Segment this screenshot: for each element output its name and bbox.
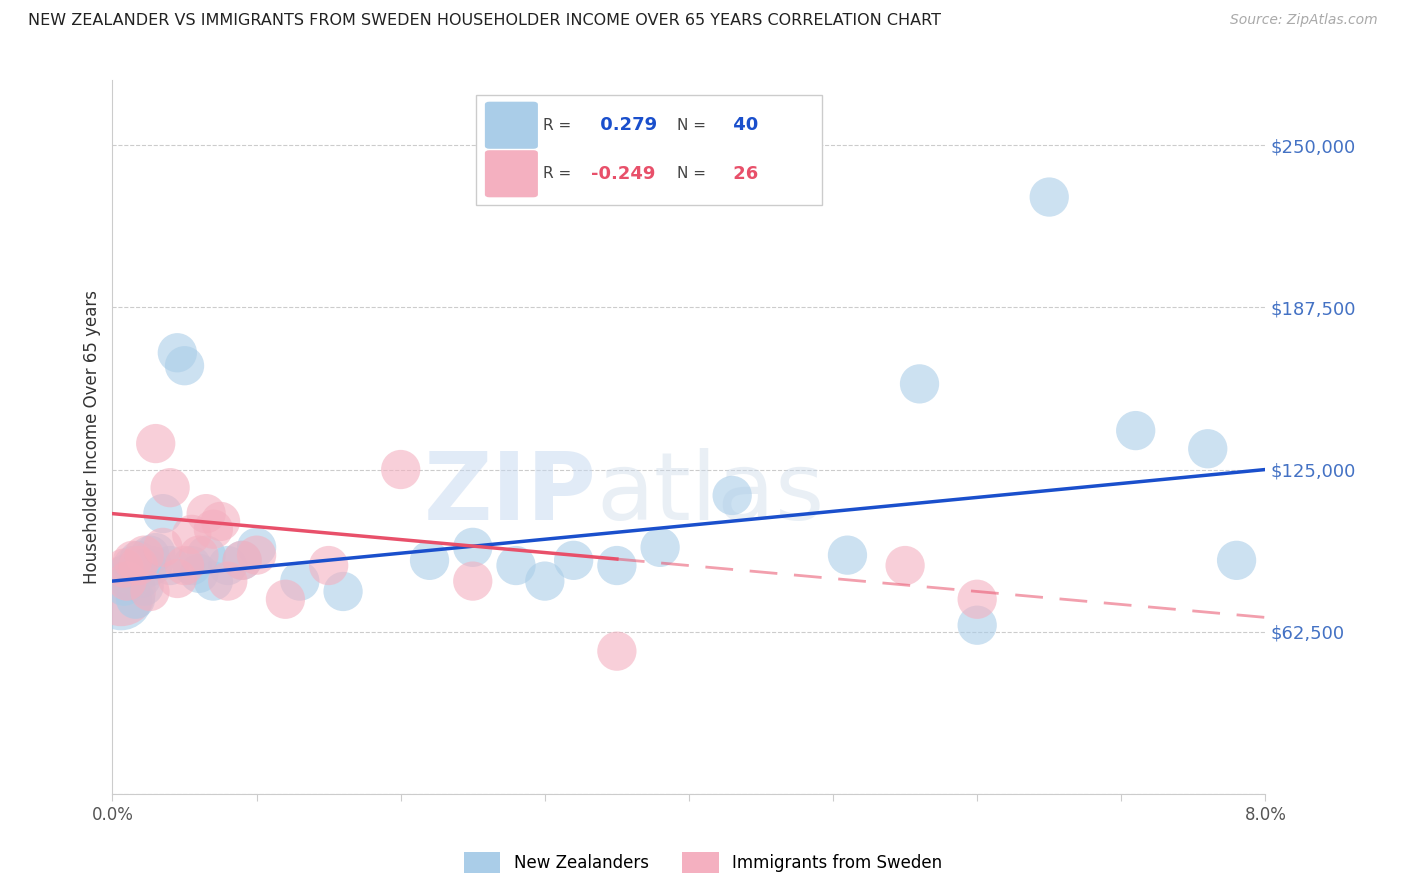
Point <box>110 584 132 599</box>
Point <box>166 572 188 586</box>
Point <box>159 558 181 573</box>
Point <box>606 644 628 658</box>
Point <box>115 566 138 581</box>
Point <box>145 545 167 559</box>
Point <box>110 592 132 607</box>
Point <box>837 548 859 562</box>
Point <box>332 584 354 599</box>
Text: R =: R = <box>543 118 571 133</box>
Point <box>112 579 135 593</box>
Text: Source: ZipAtlas.com: Source: ZipAtlas.com <box>1230 13 1378 28</box>
Point <box>115 574 138 588</box>
Point <box>419 553 441 567</box>
Point <box>274 592 297 607</box>
Point <box>129 572 153 586</box>
Point <box>231 553 253 567</box>
Point <box>173 558 195 573</box>
Point <box>121 558 143 573</box>
Point <box>505 558 527 573</box>
Point <box>187 566 211 581</box>
Text: N =: N = <box>678 118 706 133</box>
Point <box>721 488 744 502</box>
Point <box>562 553 585 567</box>
Point <box>1038 190 1060 204</box>
Point <box>966 618 988 632</box>
Point <box>202 574 225 588</box>
Point <box>1125 424 1147 438</box>
Point <box>217 574 239 588</box>
Point <box>389 462 412 476</box>
Point <box>173 359 195 373</box>
Point <box>533 574 555 588</box>
Point <box>118 574 141 588</box>
Point <box>195 548 218 562</box>
Point <box>180 527 202 541</box>
Point <box>134 548 156 562</box>
Point <box>152 507 174 521</box>
Point <box>124 592 146 607</box>
Y-axis label: Householder Income Over 65 years: Householder Income Over 65 years <box>83 290 101 584</box>
Point <box>152 541 174 555</box>
Point <box>966 592 988 607</box>
Point <box>217 558 239 573</box>
Point <box>112 561 135 575</box>
Point <box>166 345 188 359</box>
Point <box>606 558 628 573</box>
Text: N =: N = <box>678 166 706 181</box>
Text: ZIP: ZIP <box>423 448 596 541</box>
Point <box>121 553 143 567</box>
Point <box>209 515 232 529</box>
Point <box>127 558 149 573</box>
Point <box>136 561 159 575</box>
Point <box>145 436 167 450</box>
Point <box>180 558 202 573</box>
Point <box>187 548 211 562</box>
Point <box>318 558 340 573</box>
Text: 0.279: 0.279 <box>595 116 658 134</box>
Text: NEW ZEALANDER VS IMMIGRANTS FROM SWEDEN HOUSEHOLDER INCOME OVER 65 YEARS CORRELA: NEW ZEALANDER VS IMMIGRANTS FROM SWEDEN … <box>28 13 941 29</box>
Point <box>1225 553 1247 567</box>
Point <box>159 481 181 495</box>
Point <box>245 541 267 555</box>
Text: -0.249: -0.249 <box>591 165 655 183</box>
Point <box>139 584 162 599</box>
Text: atlas: atlas <box>596 448 825 541</box>
Legend: New Zealanders, Immigrants from Sweden: New Zealanders, Immigrants from Sweden <box>457 846 949 880</box>
Point <box>245 548 267 562</box>
Point <box>231 553 253 567</box>
Point <box>1197 442 1219 456</box>
Point <box>195 507 218 521</box>
Point <box>648 541 672 555</box>
Point <box>288 574 311 588</box>
FancyBboxPatch shape <box>485 150 538 197</box>
FancyBboxPatch shape <box>475 95 821 205</box>
Point <box>461 574 484 588</box>
Point <box>139 548 162 562</box>
Point <box>461 541 484 555</box>
Text: 26: 26 <box>727 165 758 183</box>
Point <box>202 522 225 536</box>
Text: R =: R = <box>543 166 571 181</box>
Point <box>127 553 149 567</box>
FancyBboxPatch shape <box>485 102 538 149</box>
Text: 40: 40 <box>727 116 758 134</box>
Point <box>134 579 156 593</box>
Point <box>908 376 931 391</box>
Point <box>894 558 917 573</box>
Point <box>142 558 165 573</box>
